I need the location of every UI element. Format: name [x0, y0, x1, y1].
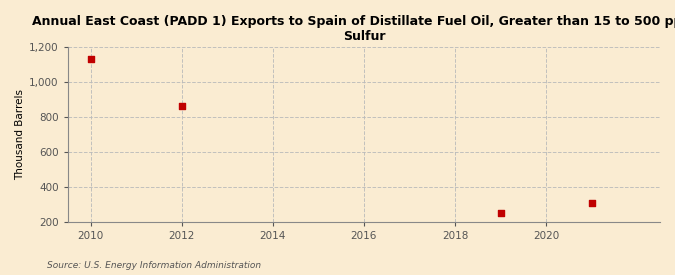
Point — [176, 104, 187, 109]
Point — [495, 210, 506, 215]
Y-axis label: Thousand Barrels: Thousand Barrels — [15, 89, 25, 180]
Title: Annual East Coast (PADD 1) Exports to Spain of Distillate Fuel Oil, Greater than: Annual East Coast (PADD 1) Exports to Sp… — [32, 15, 675, 43]
Point — [587, 201, 597, 206]
Point — [85, 57, 96, 61]
Text: Source: U.S. Energy Information Administration: Source: U.S. Energy Information Administ… — [47, 260, 261, 270]
